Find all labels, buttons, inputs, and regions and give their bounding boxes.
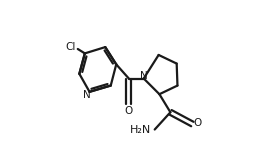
Text: N: N: [83, 90, 90, 100]
Text: O: O: [125, 106, 133, 116]
Text: H₂N: H₂N: [130, 125, 152, 135]
Text: O: O: [193, 118, 201, 128]
Text: N: N: [140, 71, 148, 81]
Text: Cl: Cl: [66, 42, 76, 52]
